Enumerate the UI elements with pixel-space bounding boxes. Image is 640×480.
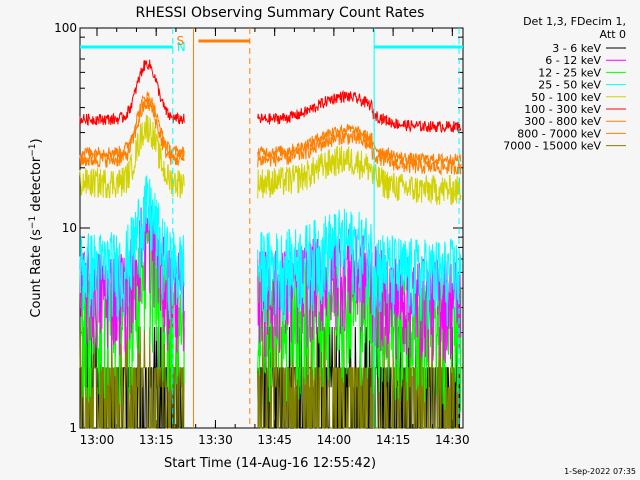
legend-label: 12 - 25 keV xyxy=(538,66,601,79)
legend-label: 6 - 12 keV xyxy=(545,54,601,67)
legend-label: 100 - 300 keV xyxy=(524,103,601,116)
legend-label: 50 - 100 keV xyxy=(531,91,601,104)
series-trace-7000-15000-kev-seg0 xyxy=(79,326,185,429)
legend-label: 7000 - 15000 keV xyxy=(503,140,601,153)
x-tick-label: 13:45 xyxy=(257,433,292,447)
legend-label: 800 - 7000 keV xyxy=(517,127,601,140)
x-tick-label: 13:30 xyxy=(198,433,233,447)
legend-label: 3 - 6 keV xyxy=(552,42,601,55)
series-trace-25-50-kev-seg0 xyxy=(79,175,185,322)
legend-header-line-2: Att 0 xyxy=(600,28,626,41)
plot-area: 1 10 100 13:00 13:15 13:30 13:45 14:00 14:15 14:3… xyxy=(54,21,470,447)
y-tick-label: 1 xyxy=(69,421,77,435)
series-trace-300-800-kev-seg0 xyxy=(79,97,185,169)
series-trace-50-100-kev-seg0 xyxy=(79,114,185,199)
x-tick-label: 13:15 xyxy=(139,433,174,447)
series-trace-300-800-kev-seg1 xyxy=(257,130,462,176)
series-trace-100-300-kev-seg1 xyxy=(257,89,462,134)
x-axis-label: Start Time (14-Aug-16 12:55:42) xyxy=(164,456,376,471)
interval-label-saa: S xyxy=(177,34,185,48)
y-tick-label: 100 xyxy=(54,21,77,35)
x-tick-label: 14:00 xyxy=(317,433,352,447)
series-trace-7000-15000-kev-seg1 xyxy=(257,326,462,429)
legend-label: 25 - 50 keV xyxy=(538,79,601,92)
series-trace-100-300-kev-seg0 xyxy=(79,59,185,126)
series-trace-12-25-kev-seg0 xyxy=(79,215,185,405)
x-tick-label: 13:00 xyxy=(80,433,115,447)
y-axis-label: Count Rate (s−1 detector−1) xyxy=(28,138,44,317)
legend-header-line-1: Det 1,3, FDecim 1, xyxy=(523,15,626,28)
legend-label: 300 - 800 keV xyxy=(524,115,601,128)
footer-timestamp: 1-Sep-2022 07:35 xyxy=(564,467,636,476)
x-tick-label: 14:15 xyxy=(376,433,411,447)
interval-label-night: N xyxy=(177,40,186,54)
x-tick-label: 14:30 xyxy=(435,433,470,447)
chart-title: RHESSI Observing Summary Count Rates xyxy=(136,5,425,21)
series-trace-25-50-kev-seg1 xyxy=(257,208,462,330)
y-tick-label: 10 xyxy=(62,221,77,235)
series-trace-50-100-kev-seg1 xyxy=(257,145,462,206)
